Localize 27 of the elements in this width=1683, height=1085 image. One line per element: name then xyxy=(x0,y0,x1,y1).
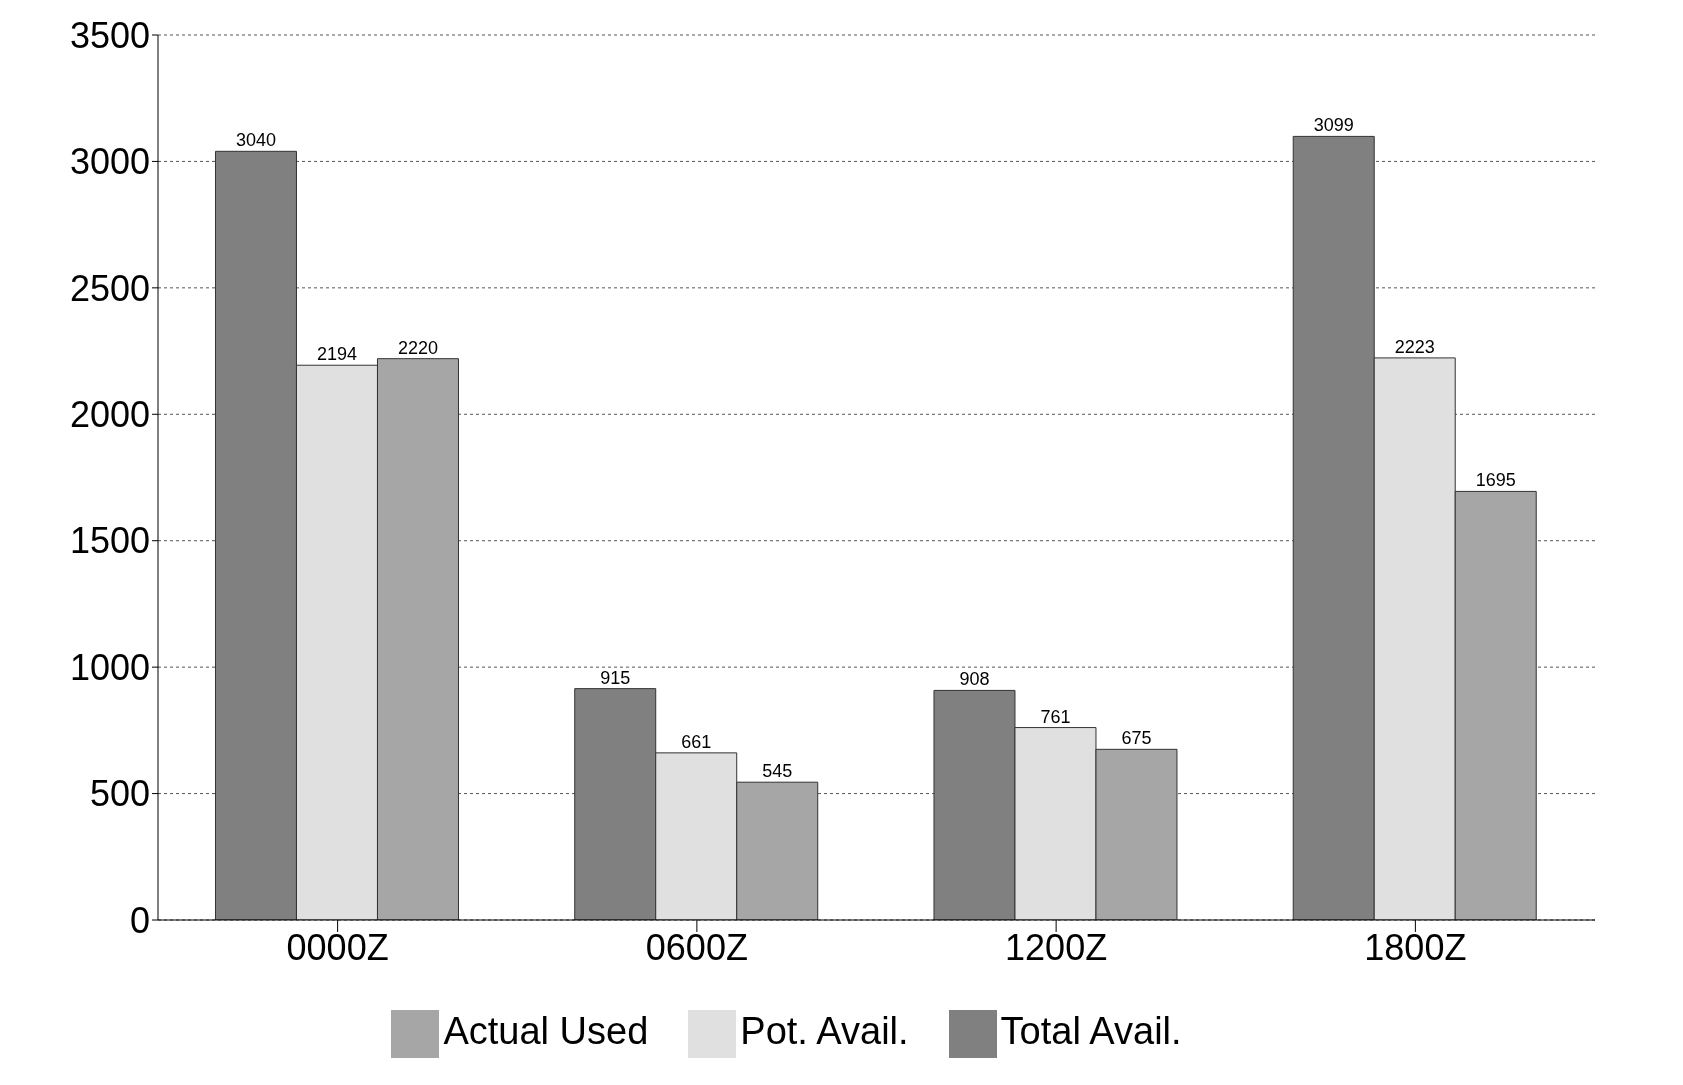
y-tick-label: 0 xyxy=(129,899,150,941)
data-label: 908 xyxy=(959,669,990,690)
legend-label: Actual Used xyxy=(443,1010,649,1053)
data-label: 2194 xyxy=(316,344,357,365)
data-label: 915 xyxy=(600,667,631,688)
data-label: 3040 xyxy=(235,130,276,151)
x-tick-label: 1200Z xyxy=(1005,926,1108,968)
y-tick-label: 500 xyxy=(89,773,150,815)
y-tick-label: 3500 xyxy=(69,14,150,56)
y-tick-label: 1000 xyxy=(69,646,150,688)
x-tick-label: 0600Z xyxy=(645,926,748,968)
legend-label: Total Avail. xyxy=(1000,1010,1182,1053)
data-label: 675 xyxy=(1121,728,1152,749)
y-tick-label: 3000 xyxy=(69,141,150,183)
y-tick-label: 1500 xyxy=(69,520,150,562)
data-label: 661 xyxy=(681,731,712,752)
x-tick-label: 0000Z xyxy=(286,926,389,968)
data-label: 545 xyxy=(762,761,793,782)
legend-label: Pot. Avail. xyxy=(740,1010,909,1053)
y-tick-label: 2500 xyxy=(69,267,150,309)
x-tick-label: 1800Z xyxy=(1364,926,1467,968)
data-label: 2223 xyxy=(1394,336,1435,357)
data-label: 2220 xyxy=(397,337,438,358)
data-label: 3099 xyxy=(1313,115,1354,136)
data-label: 1695 xyxy=(1475,470,1516,491)
data-label: 761 xyxy=(1040,706,1071,727)
y-tick-label: 2000 xyxy=(69,394,150,436)
